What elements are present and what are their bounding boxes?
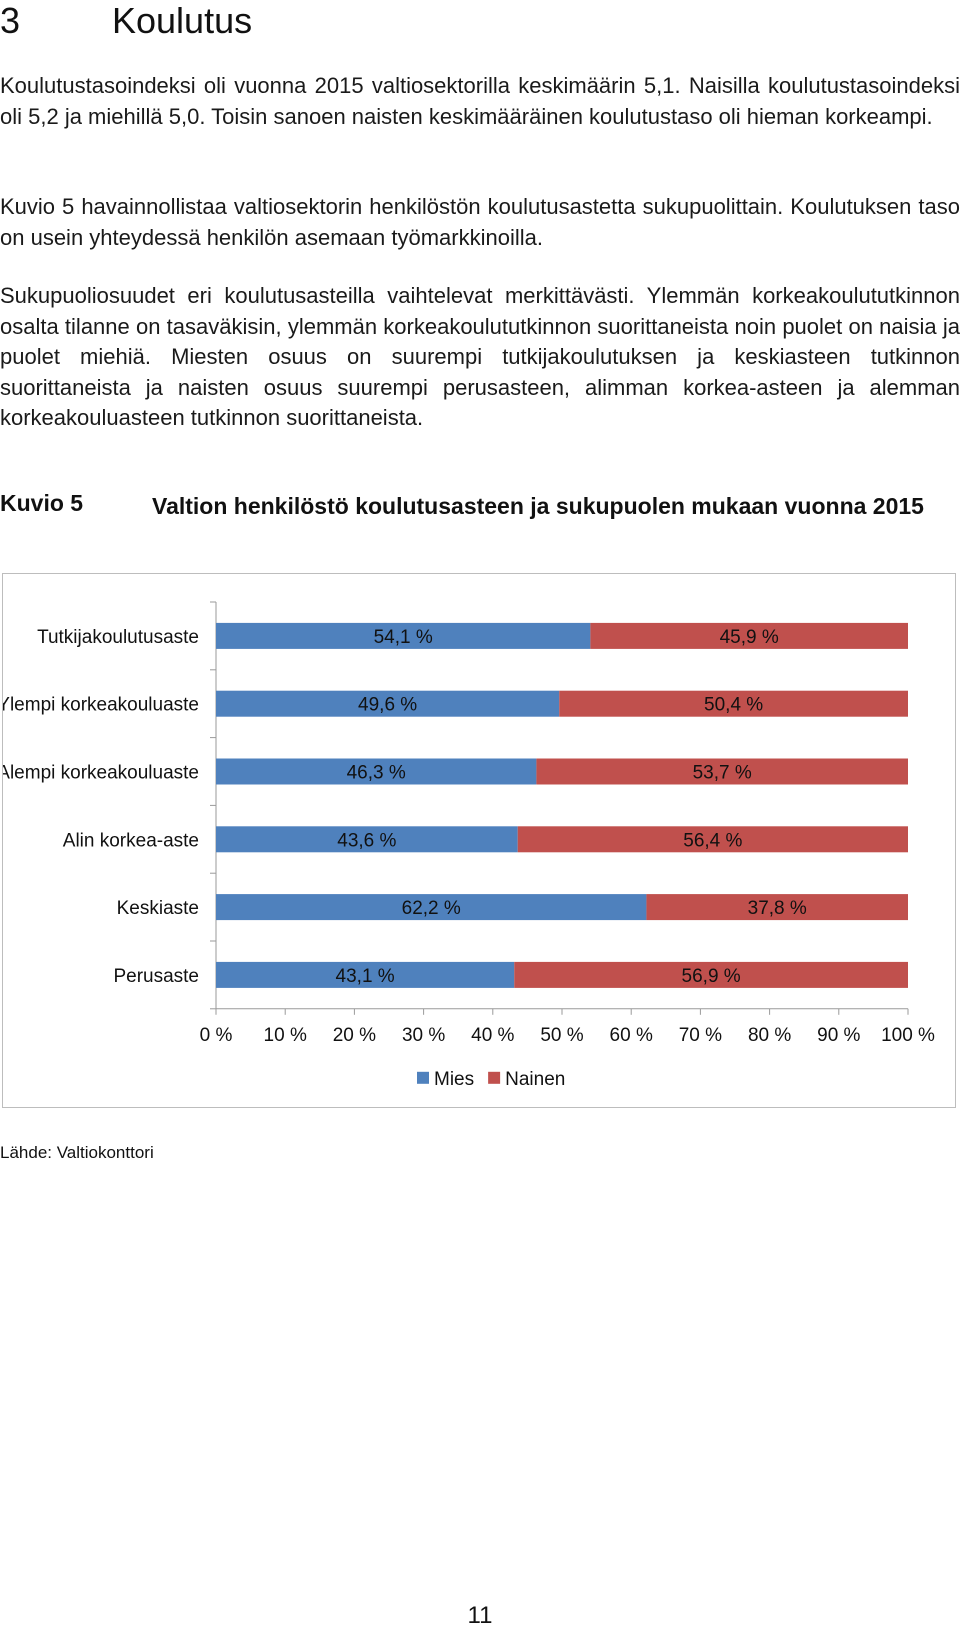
bar-segment-mies: [216, 894, 647, 921]
chart-container: 0 % 10 % 20 % 30 % 40 % 50 % 60 % 70 % 80 % 90 % 1…: [2, 573, 956, 1108]
x-tick-label: 10 %: [264, 1025, 307, 1046]
data-label: 50,4 %: [704, 695, 763, 716]
x-tick-label: 30 %: [402, 1025, 445, 1046]
x-tick-label: 50 %: [540, 1025, 583, 1046]
bar-segment-mies: [216, 961, 515, 988]
page-number: 11: [467, 1602, 493, 1629]
x-tick-label: 60 %: [610, 1025, 653, 1046]
bar-segment-nainen: [514, 961, 908, 988]
legend-swatch-nainen: [488, 1071, 501, 1084]
paragraph: Sukupuoliosuudet eri koulutusasteilla va…: [0, 283, 960, 430]
bar-segment-nainen: [590, 622, 908, 649]
category-label: Perusaste: [113, 966, 199, 987]
legend-label: Nainen: [505, 1069, 565, 1090]
bar-segment-mies: [216, 758, 537, 785]
x-tick-label: 80 %: [748, 1025, 791, 1046]
x-tick-label: 90 %: [817, 1025, 860, 1046]
data-label: 37,8 %: [748, 898, 807, 919]
data-label: 46,3 %: [347, 763, 406, 784]
category-label: Tutkijakoulutusaste: [37, 627, 199, 648]
data-label: 43,1 %: [336, 966, 395, 987]
data-label: 56,9 %: [682, 966, 741, 987]
legend-swatch-mies: [417, 1071, 429, 1084]
data-label: 43,6 %: [337, 830, 396, 851]
source-note: Lähde: Valtiokonttori: [0, 1143, 154, 1162]
figure-title: Valtion henkilöstö koulutusasteen ja suk…: [152, 493, 924, 519]
bar-segment-nainen: [559, 690, 908, 717]
category-label: Alin korkea-aste: [63, 830, 199, 851]
data-label: 45,9 %: [720, 627, 779, 648]
data-label: 53,7 %: [693, 763, 752, 784]
figure-label: Kuvio 5: [0, 490, 84, 516]
data-label: 62,2 %: [402, 898, 461, 919]
category-label: Keskiaste: [117, 898, 199, 919]
legend-label: Mies: [434, 1069, 474, 1090]
stacked-bar-chart: 0 % 10 % 20 % 30 % 40 % 50 % 60 % 70 % 80 % 90 % 1…: [3, 601, 935, 1090]
bar-segment-nainen: [517, 826, 908, 853]
bar-segment-mies: [216, 622, 591, 649]
data-label: 49,6 %: [358, 695, 417, 716]
bar-segment-nainen: [536, 758, 908, 785]
x-tick-label: 20 %: [333, 1025, 376, 1046]
x-tick-label: 40 %: [471, 1025, 514, 1046]
section-number: 3: [0, 0, 21, 41]
x-tick-label: 0 %: [200, 1025, 233, 1046]
paragraph: Koulutustasoindeksi oli vuonna 2015 valt…: [0, 73, 960, 129]
bar-segment-mies: [216, 826, 518, 853]
paragraph: Kuvio 5 havainnollistaa valtiosektorin h…: [0, 194, 960, 250]
x-tick-label: 100 %: [881, 1025, 935, 1046]
bar-segment-mies: [216, 690, 560, 717]
x-tick-label: 70 %: [679, 1025, 722, 1046]
category-label: Ylempi korkeakouluaste: [3, 695, 199, 716]
bar-segment-nainen: [646, 894, 908, 921]
category-label: Alempi korkeakouluaste: [3, 763, 199, 784]
data-label: 56,4 %: [683, 830, 742, 851]
section-title: Koulutus: [112, 0, 253, 41]
data-label: 54,1 %: [374, 627, 433, 648]
